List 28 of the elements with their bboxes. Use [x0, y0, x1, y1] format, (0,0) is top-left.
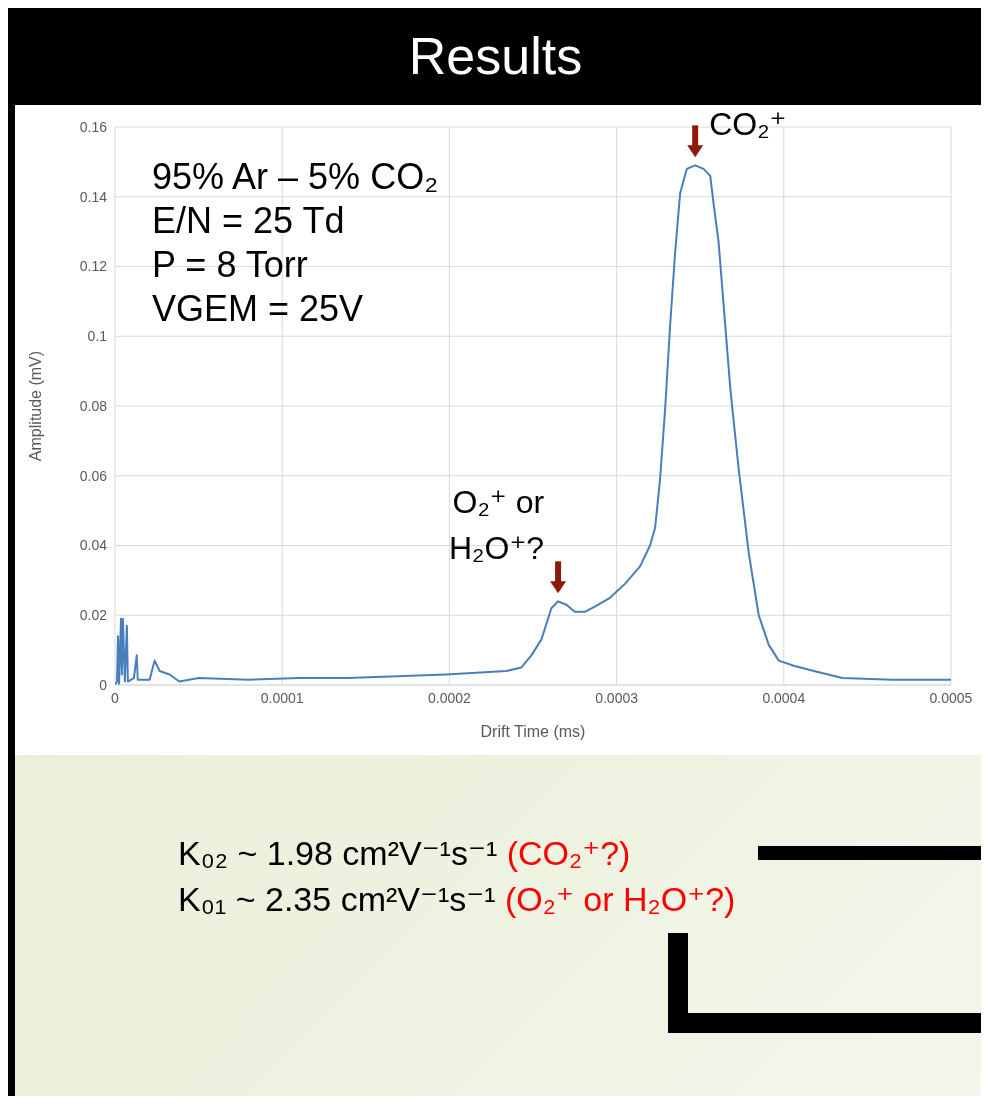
- y-tick-label: 0.1: [87, 328, 108, 345]
- text: (O₂⁺ or H₂O⁺?): [504, 880, 736, 918]
- x-tick-label: 0.0001: [260, 689, 304, 706]
- y-tick-label: 0.06: [79, 467, 108, 484]
- annotation: VGEM = 25V: [152, 287, 365, 331]
- annotation: O₂⁺ or H₂O⁺?: [448, 484, 545, 567]
- x-tick-label: 0: [111, 689, 120, 706]
- x-tick-label: 0.0005: [929, 689, 973, 706]
- annotation: E/N = 25 Td: [152, 199, 346, 243]
- y-tick-label: 0.04: [79, 537, 108, 554]
- y-tick-label: 0.12: [79, 258, 108, 275]
- text: K₀₁ ~ 2.35 cm²V⁻¹s⁻¹: [178, 880, 496, 918]
- chart-title: Results: [10, 8, 981, 105]
- x-tick-label: 0.0004: [762, 689, 806, 706]
- annotation: CO₂⁺: [709, 106, 787, 143]
- text: K₀₂ ~ 1.98 cm²V⁻¹s⁻¹: [178, 834, 498, 872]
- x-tick-label: 0.0003: [595, 689, 639, 706]
- y-tick-label: 0: [99, 676, 108, 693]
- annotation: 95% Ar – 5% CO₂: [152, 155, 439, 199]
- y-tick-label: 0.02: [79, 607, 108, 624]
- text: (CO₂⁺?): [506, 834, 631, 872]
- y-tick-label: 0.08: [79, 397, 108, 414]
- y-tick-label: 0.14: [79, 188, 108, 205]
- x-axis-title: Drift Time (ms): [480, 723, 586, 740]
- y-tick-label: 0.16: [79, 118, 108, 135]
- x-tick-label: 0.0002: [427, 689, 472, 706]
- annotation: P = 8 Torr: [152, 243, 309, 287]
- y-axis-title: Amplitude (mV): [26, 350, 44, 462]
